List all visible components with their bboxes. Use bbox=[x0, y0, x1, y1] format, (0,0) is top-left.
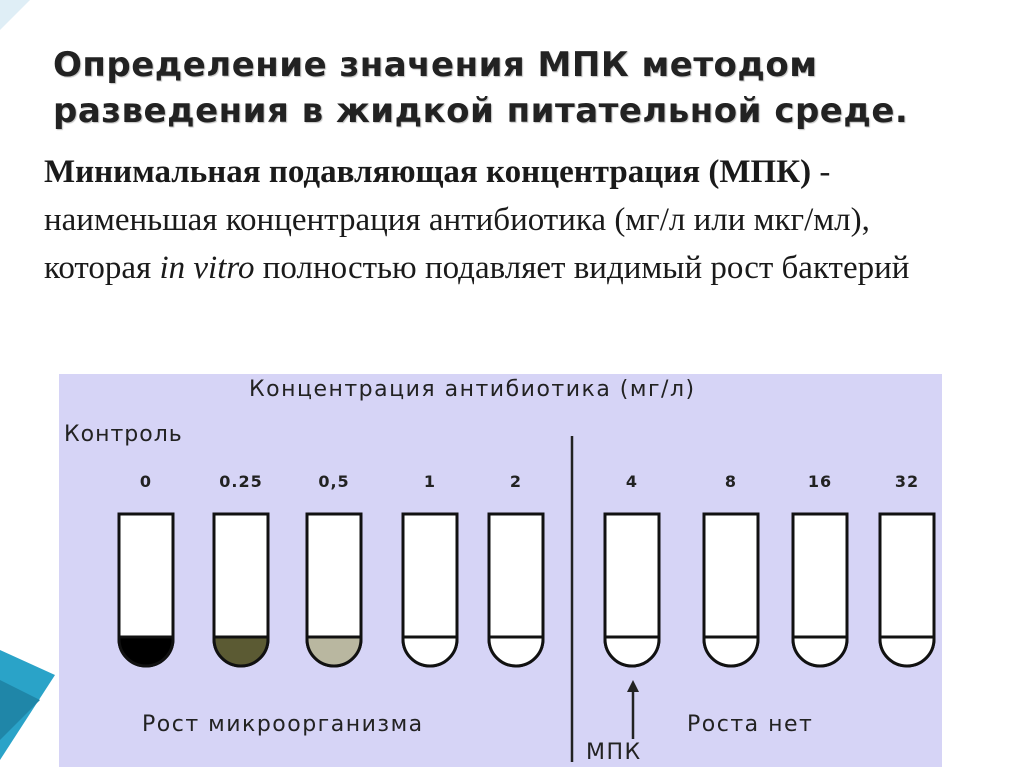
concentration-label: 0,5 bbox=[318, 472, 350, 491]
test-tube bbox=[487, 512, 545, 668]
mic-arrow-head bbox=[627, 680, 639, 692]
concentration-label: 0.25 bbox=[219, 472, 263, 491]
tube-liquid bbox=[401, 635, 459, 668]
test-tube bbox=[603, 512, 661, 668]
test-tube bbox=[305, 512, 363, 668]
title-line-2: разведения в жидкой питательной среде. bbox=[53, 91, 909, 131]
concentration-label: 2 bbox=[509, 472, 523, 491]
growth-label: Рост микроорганизма bbox=[142, 712, 424, 737]
tubes-drawing bbox=[117, 436, 936, 762]
definition-italic: in vitro bbox=[159, 250, 255, 286]
tube-liquid bbox=[791, 635, 849, 668]
tube-liquid bbox=[117, 635, 175, 668]
control-label: Контроль bbox=[64, 422, 183, 447]
slide-title: Определение значения МПК методом разведе… bbox=[53, 42, 953, 134]
concentration-label: 8 bbox=[724, 472, 738, 491]
no-growth-label: Роста нет bbox=[687, 712, 814, 737]
concentration-label: 16 bbox=[807, 472, 833, 491]
concentration-label: 32 bbox=[894, 472, 920, 491]
tube-liquid bbox=[702, 635, 760, 668]
test-tube bbox=[878, 512, 936, 668]
title-line-1: Определение значения МПК методом bbox=[53, 45, 818, 85]
test-tube bbox=[212, 512, 270, 668]
mic-label: МПК bbox=[586, 740, 642, 765]
definition-text-2: полностью подавляет видимый рост бактери… bbox=[254, 250, 910, 286]
tube-liquid bbox=[603, 635, 661, 668]
tube-liquid bbox=[305, 635, 363, 668]
test-tube bbox=[117, 512, 175, 668]
definition-term: Минимальная подавляющая концентрация (МП… bbox=[44, 154, 812, 190]
definition-text-1: - наименьшая концентрация антибиотика (м… bbox=[44, 154, 870, 286]
test-tube bbox=[401, 512, 459, 668]
tube-liquid bbox=[487, 635, 545, 668]
test-tube bbox=[791, 512, 849, 668]
concentration-label: 1 bbox=[423, 472, 437, 491]
mic-dilution-figure: Концентрация антибиотика (мг/л) Контроль… bbox=[59, 374, 942, 767]
figure-title: Концентрация антибиотика (мг/л) bbox=[249, 377, 696, 402]
tube-liquid bbox=[878, 635, 936, 668]
corner-decoration bbox=[0, 0, 30, 30]
tube-liquid bbox=[212, 635, 270, 668]
definition-paragraph: Минимальная подавляющая концентрация (МП… bbox=[44, 148, 924, 292]
concentration-label: 0 bbox=[139, 472, 153, 491]
left-accent-shape bbox=[0, 650, 55, 760]
test-tube bbox=[702, 512, 760, 668]
concentration-label: 4 bbox=[625, 472, 639, 491]
